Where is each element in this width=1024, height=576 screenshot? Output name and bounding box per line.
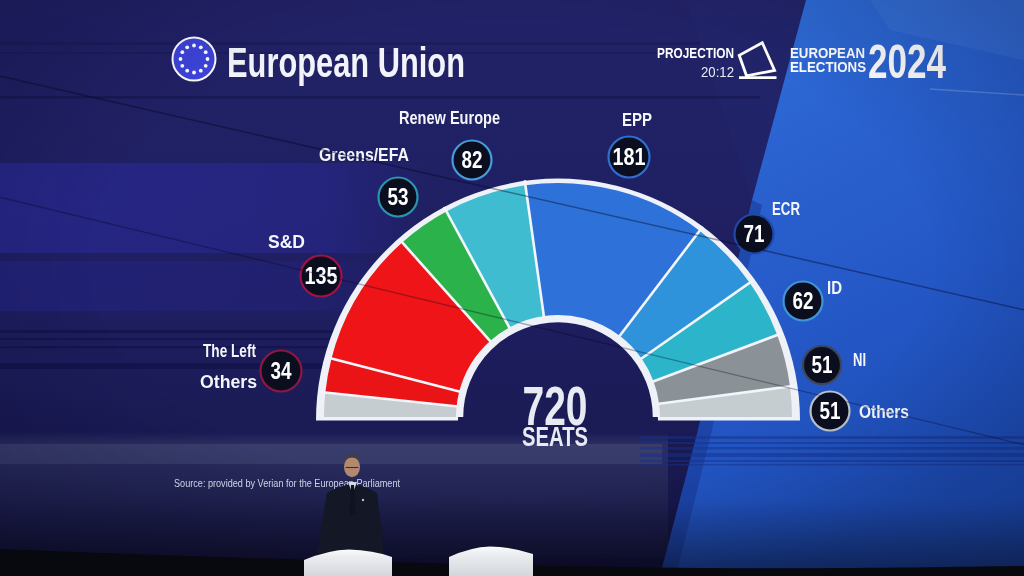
svg-text:Source: provided by Verian for: Source: provided by Verian for the Europ… — [174, 477, 400, 489]
